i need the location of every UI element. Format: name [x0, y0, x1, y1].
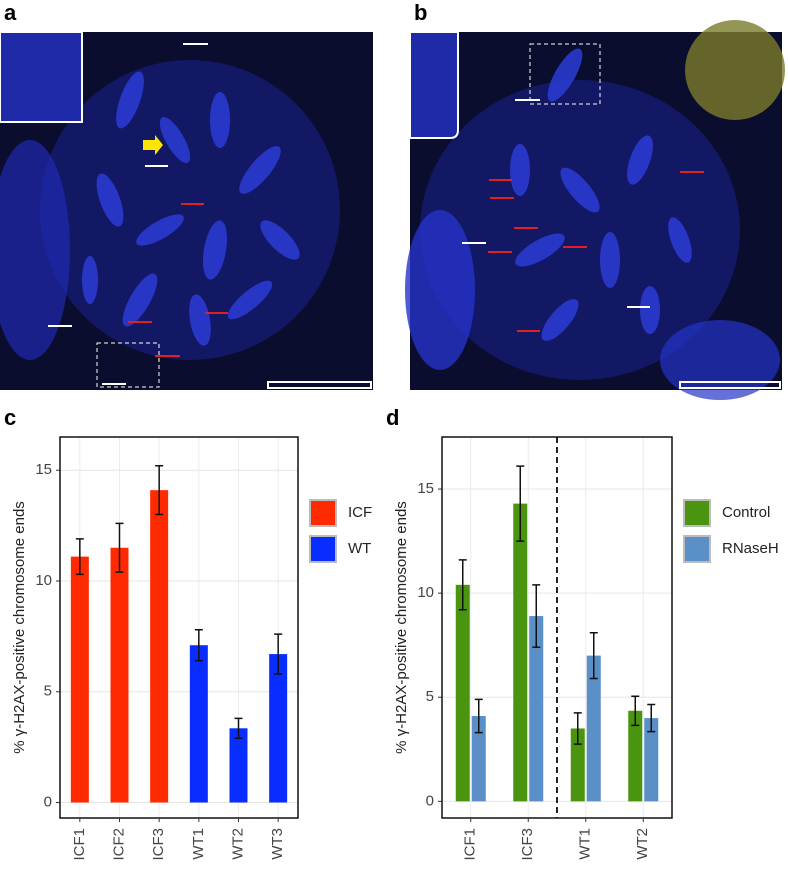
y-tick-label: 15	[35, 461, 52, 478]
plot-frame	[441, 436, 673, 819]
y-axis-label: % γ-H2AX-positive chromosome ends	[11, 501, 28, 754]
legend-label: Control	[722, 504, 770, 521]
legend-swatch	[309, 499, 337, 527]
error-bar	[532, 584, 541, 649]
bar	[529, 616, 544, 802]
x-tick-label: ICF1	[462, 828, 479, 861]
bar	[150, 490, 169, 803]
y-tick-label: 10	[417, 584, 434, 601]
bar	[269, 654, 288, 803]
y-tick-label: 0	[44, 793, 52, 810]
error-bar	[516, 465, 525, 542]
y-tick-label: 0	[426, 792, 434, 809]
bar	[455, 584, 470, 802]
error-bar	[573, 712, 582, 745]
bar	[189, 645, 208, 803]
error-bar	[194, 628, 203, 662]
legend-label: ICF	[348, 504, 372, 521]
error-bar	[474, 698, 483, 734]
legend-swatch	[683, 499, 711, 527]
error-bar	[631, 695, 640, 727]
x-tick-label: WT1	[190, 828, 207, 860]
micrograph-b	[405, 20, 785, 400]
x-tick-label: ICF3	[150, 828, 167, 861]
error-bar	[115, 522, 124, 573]
x-tick-label: WT3	[269, 828, 286, 860]
bar	[471, 715, 486, 802]
x-tick-label: ICF1	[71, 828, 88, 861]
error-bar	[155, 465, 164, 516]
plot-frame	[59, 436, 299, 819]
x-tick-label: ICF2	[110, 828, 127, 861]
micrograph-a	[0, 31, 373, 390]
y-tick-label: 15	[417, 480, 434, 497]
bar	[229, 728, 248, 803]
error-bar	[647, 703, 656, 733]
y-tick-label: 5	[426, 688, 434, 705]
panel-label: a	[4, 0, 17, 25]
x-tick-label: WT2	[634, 828, 651, 860]
plot-background	[60, 437, 298, 818]
panel-label: b	[414, 0, 427, 25]
panel-label: d	[386, 405, 399, 430]
legend-label: WT	[348, 540, 371, 557]
x-tick-label: WT2	[229, 828, 246, 860]
y-tick-label: 5	[44, 683, 52, 700]
legend-swatch	[683, 535, 711, 563]
x-tick-label: ICF3	[519, 828, 536, 861]
bar	[70, 556, 89, 803]
y-tick-label: 10	[35, 572, 52, 589]
bar	[110, 547, 129, 803]
bar	[586, 655, 601, 802]
error-bar	[274, 633, 283, 675]
error-bar	[234, 717, 243, 740]
y-axis-label: % γ-H2AX-positive chromosome ends	[393, 501, 410, 754]
error-bar	[75, 538, 84, 576]
bar	[570, 728, 585, 802]
panel-label: c	[4, 405, 16, 430]
legend-swatch	[309, 535, 337, 563]
bar	[513, 503, 528, 802]
error-bar	[458, 559, 467, 611]
x-tick-label: WT1	[577, 828, 594, 860]
error-bar	[589, 631, 598, 680]
legend-label: RNaseH	[722, 540, 779, 557]
bar	[644, 718, 659, 802]
bar	[628, 710, 643, 802]
